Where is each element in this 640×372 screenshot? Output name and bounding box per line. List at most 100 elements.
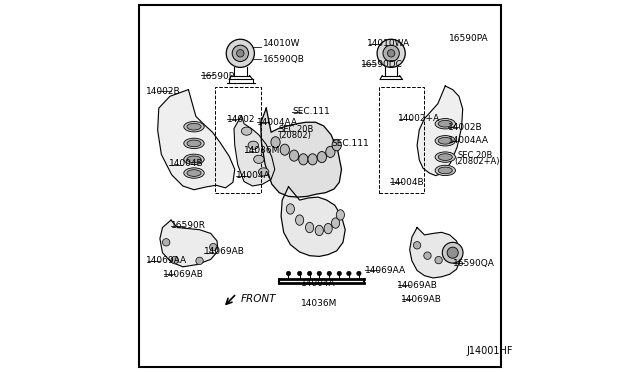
Ellipse shape [184, 138, 204, 148]
Circle shape [387, 49, 395, 57]
Text: 16590QB: 16590QB [262, 55, 305, 64]
Ellipse shape [317, 151, 326, 163]
Circle shape [442, 242, 463, 263]
Circle shape [377, 39, 405, 67]
Ellipse shape [435, 136, 456, 146]
Circle shape [347, 271, 351, 276]
Circle shape [454, 245, 461, 253]
Ellipse shape [305, 222, 314, 233]
Ellipse shape [187, 124, 201, 130]
Text: 14069AA: 14069AA [365, 266, 406, 275]
Text: 14036M: 14036M [301, 299, 337, 308]
Text: 14069AB: 14069AB [204, 247, 245, 256]
Ellipse shape [438, 137, 452, 144]
Ellipse shape [241, 127, 252, 135]
Ellipse shape [438, 121, 452, 127]
Text: 14069AA: 14069AA [146, 256, 187, 265]
Ellipse shape [438, 167, 452, 174]
Text: 14010WA: 14010WA [367, 39, 411, 48]
Text: 14010W: 14010W [262, 39, 300, 48]
Polygon shape [160, 220, 218, 267]
Ellipse shape [259, 168, 269, 176]
Circle shape [307, 271, 312, 276]
Text: 16590QA: 16590QA [452, 259, 495, 267]
Bar [378, 87, 424, 193]
Circle shape [447, 247, 458, 258]
Circle shape [327, 271, 332, 276]
Ellipse shape [435, 152, 456, 162]
Text: 14069AB: 14069AB [401, 295, 442, 304]
Text: 14004B: 14004B [390, 178, 424, 187]
Circle shape [383, 45, 399, 61]
Text: 14002: 14002 [227, 115, 255, 124]
Text: 14002+A: 14002+A [398, 114, 440, 123]
Ellipse shape [271, 137, 280, 148]
Text: 14004B: 14004B [169, 159, 204, 168]
Text: SEC.111: SEC.111 [331, 139, 369, 148]
Ellipse shape [184, 154, 204, 164]
Circle shape [209, 243, 217, 251]
Ellipse shape [296, 215, 304, 225]
Ellipse shape [308, 154, 317, 165]
Circle shape [317, 271, 321, 276]
Ellipse shape [184, 168, 204, 178]
Ellipse shape [336, 210, 344, 220]
Circle shape [163, 238, 170, 246]
Circle shape [171, 256, 179, 264]
Text: (20802+A): (20802+A) [454, 157, 500, 166]
Ellipse shape [435, 119, 456, 129]
Text: 14036M: 14036M [244, 146, 280, 155]
Ellipse shape [187, 140, 201, 147]
Text: 16590P: 16590P [201, 72, 235, 81]
Text: 14004AA: 14004AA [257, 118, 298, 127]
Ellipse shape [286, 204, 294, 214]
Text: 14004A: 14004A [301, 279, 335, 288]
Ellipse shape [187, 170, 201, 176]
Ellipse shape [438, 154, 452, 160]
Polygon shape [281, 187, 345, 256]
Bar [216, 87, 260, 193]
Text: 16590DC: 16590DC [361, 60, 403, 69]
Polygon shape [234, 116, 275, 186]
Ellipse shape [315, 225, 323, 235]
Polygon shape [157, 90, 235, 190]
Text: 14004A: 14004A [236, 171, 270, 180]
Text: 14069AB: 14069AB [163, 270, 204, 279]
Text: 14002B: 14002B [448, 123, 483, 132]
Text: FRONT: FRONT [240, 294, 276, 304]
Ellipse shape [280, 144, 289, 155]
Circle shape [232, 45, 248, 61]
Ellipse shape [184, 122, 204, 132]
Ellipse shape [324, 224, 332, 234]
Ellipse shape [289, 150, 299, 161]
Text: 16590R: 16590R [171, 221, 206, 230]
Circle shape [424, 252, 431, 259]
Text: (20802): (20802) [278, 131, 312, 141]
Ellipse shape [187, 156, 201, 163]
Polygon shape [260, 108, 342, 197]
Circle shape [356, 271, 361, 276]
Ellipse shape [326, 146, 335, 157]
Text: SEC.20B: SEC.20B [278, 125, 314, 134]
Ellipse shape [332, 218, 340, 228]
Circle shape [435, 256, 442, 264]
Circle shape [226, 39, 255, 67]
Ellipse shape [248, 141, 259, 149]
Text: 14069AB: 14069AB [397, 281, 438, 290]
Text: 16590PA: 16590PA [449, 34, 488, 43]
Ellipse shape [253, 155, 264, 163]
Text: J14001HF: J14001HF [467, 346, 513, 356]
Text: SEC.111: SEC.111 [292, 108, 330, 116]
Polygon shape [417, 86, 463, 176]
Circle shape [237, 49, 244, 57]
Ellipse shape [435, 165, 456, 176]
Polygon shape [410, 228, 460, 278]
Ellipse shape [299, 154, 308, 165]
Circle shape [298, 271, 302, 276]
Circle shape [446, 253, 453, 261]
Circle shape [286, 271, 291, 276]
Text: 14002B: 14002B [146, 87, 180, 96]
Circle shape [337, 271, 342, 276]
Circle shape [196, 257, 204, 264]
Circle shape [413, 241, 421, 249]
